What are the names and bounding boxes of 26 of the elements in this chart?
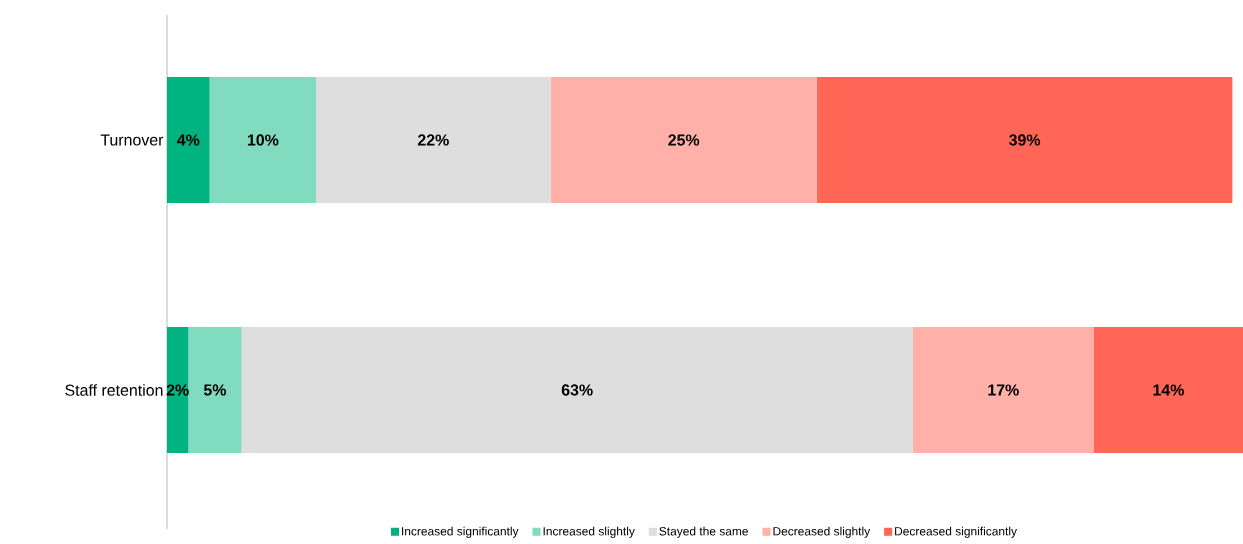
bar [1093, 327, 1243, 453]
data-label: 14% [1153, 384, 1184, 396]
legend-label: Increased slightly [543, 526, 635, 538]
bar [167, 327, 189, 453]
data-label: 39% [1009, 134, 1041, 146]
bar [241, 327, 913, 453]
data-label: 10% [247, 134, 279, 146]
data-label: 25% [668, 134, 700, 146]
data-label: 22% [417, 134, 449, 146]
data-label: 17% [988, 384, 1019, 396]
bar [912, 327, 1094, 453]
legend-label: Increased significantly [402, 526, 519, 538]
legend-label: Decreased significantly [895, 526, 1017, 538]
bar [316, 77, 551, 203]
data-label: 63% [561, 384, 593, 396]
legend-label: Decreased slightly [773, 526, 871, 538]
bar [209, 77, 317, 203]
y-tick-label: Turnover [100, 134, 164, 146]
bar [816, 77, 1233, 203]
data-label: 4% [177, 134, 200, 146]
y-tick-label: Staff retention [65, 384, 163, 396]
bar [550, 77, 817, 203]
legend-label: Stayed the same [659, 526, 748, 538]
bar [167, 77, 210, 203]
bar [188, 327, 242, 453]
data-label: 5% [203, 384, 227, 396]
